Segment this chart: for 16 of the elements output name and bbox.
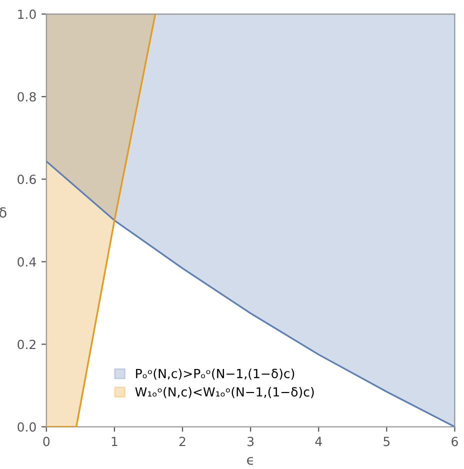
x-tick-label: 5	[384, 436, 390, 446]
x-tick-label: 4	[315, 436, 322, 446]
y-tick-label: 0.6	[18, 174, 36, 184]
x-tick-label: 3	[248, 436, 254, 446]
x-tick-label: 6	[452, 436, 458, 446]
x-axis-title: ϵ	[247, 456, 253, 465]
x-tick-label: 2	[179, 436, 186, 446]
legend-label: W₁ₒᵒ(N,c)<W₁ₒᵒ(N−1,(1−δ)c)	[135, 386, 314, 398]
y-tick-label: 0.8	[18, 92, 36, 102]
y-tick-label: 0.4	[18, 257, 36, 267]
legend-label: Pₒᵒ(N,c)>Pₒᵒ(N−1,(1−δ)c)	[136, 368, 294, 380]
y-tick-label: 1.0	[18, 10, 36, 19]
x-tick-label: 0	[43, 436, 50, 446]
y-tick-label: 0.2	[18, 340, 36, 350]
y-tick-label: 0.0	[18, 422, 36, 432]
x-tick-label: 1	[112, 436, 118, 446]
